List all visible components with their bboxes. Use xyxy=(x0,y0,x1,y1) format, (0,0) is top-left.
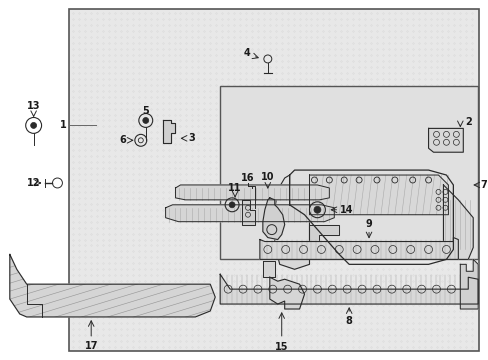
Circle shape xyxy=(142,117,148,123)
Polygon shape xyxy=(269,277,304,309)
Circle shape xyxy=(229,202,235,208)
Polygon shape xyxy=(175,185,328,200)
Polygon shape xyxy=(309,175,447,215)
Text: 17: 17 xyxy=(84,341,98,351)
Text: 13: 13 xyxy=(27,100,41,111)
Circle shape xyxy=(31,122,37,129)
Text: 16: 16 xyxy=(241,173,254,183)
Text: 7: 7 xyxy=(480,180,487,190)
Bar xyxy=(69,9,478,351)
Text: 1: 1 xyxy=(60,121,67,130)
Polygon shape xyxy=(309,225,339,249)
Text: 4: 4 xyxy=(243,48,250,58)
Text: 6: 6 xyxy=(120,135,126,145)
Circle shape xyxy=(313,206,320,213)
Polygon shape xyxy=(274,175,309,269)
Bar xyxy=(69,9,478,351)
Text: 8: 8 xyxy=(345,316,352,326)
Polygon shape xyxy=(10,255,215,317)
Text: 2: 2 xyxy=(464,117,470,127)
Polygon shape xyxy=(263,261,274,277)
Polygon shape xyxy=(165,205,334,222)
Polygon shape xyxy=(163,121,174,143)
Polygon shape xyxy=(220,274,477,304)
Text: 10: 10 xyxy=(261,172,274,182)
Text: 3: 3 xyxy=(188,133,194,143)
Polygon shape xyxy=(289,170,452,264)
Text: 15: 15 xyxy=(274,342,288,352)
Polygon shape xyxy=(427,129,462,152)
Text: 12: 12 xyxy=(27,178,41,188)
Polygon shape xyxy=(459,260,477,309)
Bar xyxy=(220,86,477,260)
Polygon shape xyxy=(263,198,284,239)
Text: 14: 14 xyxy=(339,205,352,215)
Polygon shape xyxy=(242,200,254,225)
Polygon shape xyxy=(259,238,457,260)
Text: 5: 5 xyxy=(142,105,149,116)
Text: 11: 11 xyxy=(228,183,242,193)
Polygon shape xyxy=(443,185,472,260)
Text: 9: 9 xyxy=(365,219,372,229)
